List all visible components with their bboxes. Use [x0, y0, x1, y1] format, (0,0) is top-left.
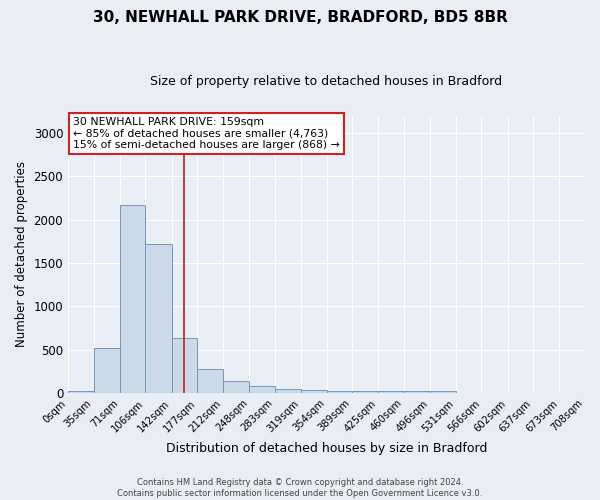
Bar — [120, 205, 145, 393]
X-axis label: Distribution of detached houses by size in Bradford: Distribution of detached houses by size … — [166, 442, 487, 455]
Bar — [352, 392, 379, 393]
Bar — [301, 390, 326, 393]
Bar — [404, 391, 430, 393]
Bar — [94, 348, 120, 393]
Bar — [249, 386, 275, 393]
Bar — [326, 390, 352, 393]
Title: Size of property relative to detached houses in Bradford: Size of property relative to detached ho… — [151, 75, 503, 88]
Bar — [197, 370, 223, 393]
Bar — [379, 391, 404, 393]
Bar — [223, 382, 249, 393]
Bar — [275, 389, 301, 393]
Text: 30, NEWHALL PARK DRIVE, BRADFORD, BD5 8BR: 30, NEWHALL PARK DRIVE, BRADFORD, BD5 8B… — [92, 10, 508, 25]
Bar — [172, 338, 197, 393]
Text: 30 NEWHALL PARK DRIVE: 159sqm
← 85% of detached houses are smaller (4,763)
15% o: 30 NEWHALL PARK DRIVE: 159sqm ← 85% of d… — [73, 117, 340, 150]
Y-axis label: Number of detached properties: Number of detached properties — [15, 162, 28, 348]
Bar — [430, 392, 456, 393]
Bar — [68, 392, 94, 393]
Bar — [145, 244, 172, 393]
Text: Contains HM Land Registry data © Crown copyright and database right 2024.
Contai: Contains HM Land Registry data © Crown c… — [118, 478, 482, 498]
